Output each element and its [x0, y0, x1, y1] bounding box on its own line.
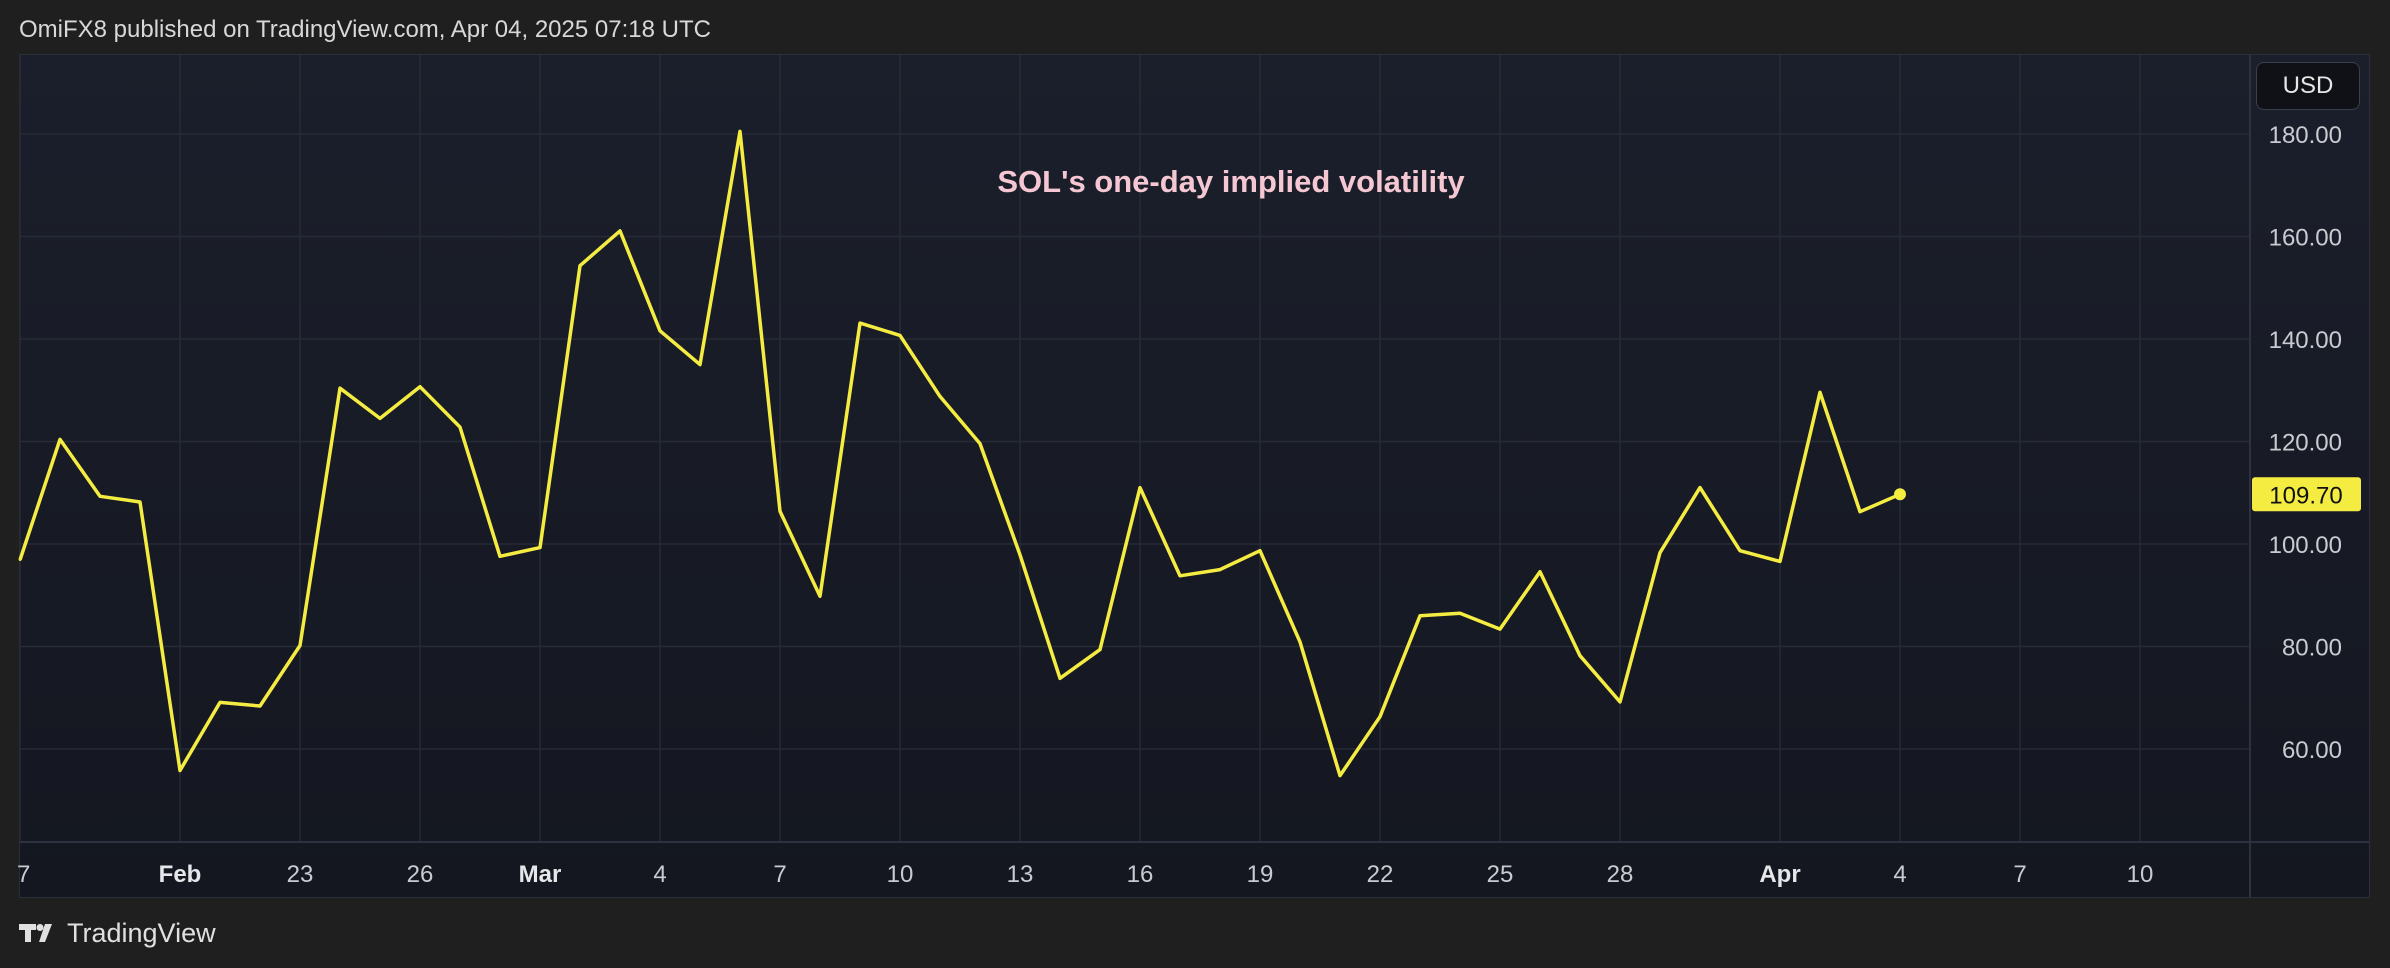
- tradingview-logo-icon: [19, 924, 52, 942]
- data-point: [618, 229, 622, 233]
- last-price-label: 109.70: [2269, 482, 2342, 509]
- data-point: [178, 769, 182, 772]
- data-point: [578, 264, 582, 267]
- data-point: [1498, 627, 1502, 631]
- x-tick-label: 22: [1367, 861, 1394, 888]
- header-bar: OmiFX8 published on TradingView.com, Apr…: [0, 0, 2390, 54]
- x-tick-label: 19: [1247, 861, 1274, 888]
- data-point: [418, 385, 422, 388]
- volatility-series-line: [18, 129, 1901, 778]
- chart-title: SOL's one-day implied volatility: [997, 164, 1465, 199]
- data-point: [778, 510, 782, 513]
- data-point: [1658, 551, 1662, 554]
- grid: [19, 55, 2250, 842]
- x-tick-label: 28: [1607, 861, 1634, 888]
- data-point: [1218, 568, 1222, 571]
- publish-info: OmiFX8 published on TradingView.com, Apr…: [19, 16, 711, 43]
- data-point: [858, 321, 862, 325]
- x-tick-label: 7: [17, 861, 30, 888]
- data-point: [738, 130, 742, 133]
- y-tick-label: 100.00: [2269, 532, 2342, 559]
- x-tick-label: 16: [1127, 861, 1154, 888]
- data-point: [1018, 553, 1022, 556]
- currency-button[interactable]: USD: [2256, 62, 2360, 110]
- data-point: [1698, 486, 1702, 489]
- footer-bar: [0, 898, 2390, 968]
- data-point: [1858, 510, 1862, 513]
- y-tick-label: 60.00: [2282, 737, 2342, 764]
- data-point: [298, 644, 302, 647]
- data-point: [458, 425, 462, 429]
- data-point: [698, 363, 702, 366]
- x-tick-label: 7: [2013, 861, 2026, 888]
- y-axis: 60.00 80.00 100.00 120.00 140.00 160.00 180.00: [2269, 122, 2342, 764]
- data-point: [98, 495, 102, 498]
- brand[interactable]: TradingView: [19, 916, 216, 950]
- y-tick-label: 80.00: [2282, 635, 2342, 662]
- data-point: [1098, 648, 1102, 651]
- x-tick-label: 25: [1487, 861, 1514, 888]
- last-price-tag: 109.70: [2252, 477, 2361, 512]
- data-point: [658, 329, 662, 332]
- data-point: [338, 387, 342, 390]
- y-tick-label: 180.00: [2269, 122, 2342, 149]
- x-tick-label: 10: [887, 861, 914, 888]
- series: [18, 129, 1906, 778]
- x-tick-label: Mar: [519, 861, 562, 888]
- data-point: [1058, 677, 1062, 680]
- data-point: [218, 701, 222, 704]
- chart-panel[interactable]: [19, 54, 2370, 898]
- x-tick-label: 7: [773, 861, 786, 888]
- x-tick-label: Feb: [159, 861, 202, 888]
- brand-label: TradingView: [67, 918, 216, 948]
- data-point: [1778, 560, 1782, 563]
- data-point: [978, 442, 982, 445]
- data-point: [898, 334, 902, 337]
- data-point: [1378, 715, 1382, 718]
- data-point: [1738, 549, 1742, 552]
- data-point: [1578, 654, 1582, 657]
- data-point: [938, 395, 942, 398]
- data-point: [18, 558, 22, 562]
- data-point: [1298, 640, 1302, 644]
- data-point: [498, 555, 502, 558]
- data-point: [258, 704, 262, 708]
- y-tick-label: 160.00: [2269, 225, 2342, 252]
- data-point: [378, 417, 382, 420]
- data-point: [1258, 549, 1262, 552]
- data-point: [1418, 614, 1422, 617]
- data-point: [1818, 391, 1822, 394]
- x-tick-label: 26: [407, 861, 434, 888]
- data-point: [1538, 570, 1542, 573]
- x-axis: 7 Feb 23 26 Mar 4 7 10 13 16 19 22 25 28 Apr 4 7 10: [17, 861, 2153, 888]
- x-tick-label: Apr: [1759, 861, 1800, 888]
- x-tick-label: 23: [287, 861, 314, 888]
- data-point: [538, 546, 542, 549]
- data-point: [1178, 574, 1182, 577]
- x-tick-label: 4: [1893, 861, 1906, 888]
- data-point: [1138, 486, 1142, 489]
- x-tick-label: 10: [2127, 861, 2154, 888]
- data-point: [1338, 774, 1342, 777]
- x-tick-label: 4: [653, 861, 666, 888]
- last-point-marker: [1894, 488, 1906, 501]
- data-point: [818, 595, 822, 598]
- y-tick-label: 140.00: [2269, 327, 2342, 354]
- data-point: [1618, 700, 1622, 704]
- last-price-tag-bg: [2252, 477, 2361, 512]
- data-point: [138, 500, 142, 504]
- data-point: [1458, 612, 1462, 615]
- y-tick-label: 120.00: [2269, 430, 2342, 457]
- x-tick-label: 13: [1007, 861, 1034, 888]
- data-point: [58, 438, 62, 441]
